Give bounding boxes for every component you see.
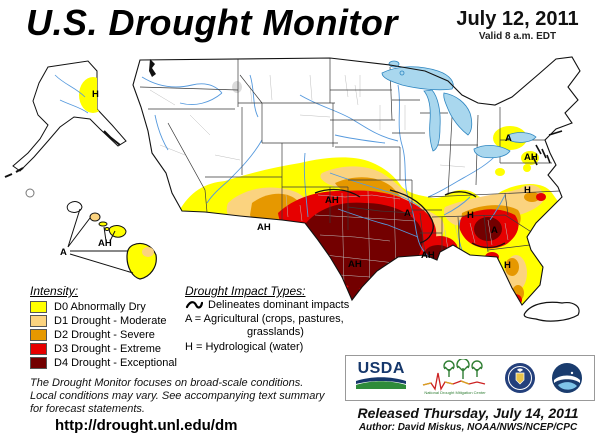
pacific-island <box>25 188 35 198</box>
legend-item-d0: D0 Abnormally Dry <box>30 300 146 313</box>
map-label-pa: A <box>505 133 512 144</box>
long-island <box>548 130 563 136</box>
legend-item-d2: D2 Drought - Severe <box>30 328 155 341</box>
ndmc-logo: National Drought Mitigation Center <box>422 359 486 395</box>
map-label-hi-a: A <box>60 247 67 258</box>
map-label-hi-ah: AH <box>98 238 112 249</box>
d1-swatch <box>30 314 47 327</box>
hawaii-inset <box>66 201 157 280</box>
legend-label-d0: D0 Abnormally Dry <box>54 300 146 313</box>
logo-box: USDA National Drought Mitigation Center <box>345 355 595 401</box>
impact-types-title: Drought Impact Types: <box>185 284 306 298</box>
map-label-la: AH <box>421 250 435 261</box>
d0-swatch <box>30 300 47 313</box>
alaska-inset <box>4 60 127 178</box>
us-drought-map: H A AH AH AH AH AH A H A H A AH H <box>4 56 581 322</box>
us-outline <box>132 56 581 306</box>
map-label-az: AH <box>257 222 271 233</box>
state-lines <box>139 58 561 256</box>
map-label-fl: H <box>504 260 511 271</box>
date-block: July 12, 2011 Valid 8 a.m. EDT <box>440 8 595 42</box>
usda-logo-text: USDA <box>357 360 405 377</box>
legend-item-d3: D3 Drought - Extreme <box>30 342 161 355</box>
legend-item-d1: D1 Drought - Moderate <box>30 314 167 327</box>
d2-florida-1 <box>505 258 519 276</box>
d4-georgia <box>474 217 502 241</box>
puerto-rico <box>523 301 580 322</box>
map-label-tx: AH <box>348 259 362 270</box>
released-date: Released Thursday, July 14, 2011 <box>357 405 579 421</box>
drought-url-link[interactable]: http://drought.unl.edu/dm <box>55 417 238 434</box>
chesapeake-detail <box>532 144 551 166</box>
impact-agricultural-line1: A = Agricultural (crops, pastures, <box>185 313 344 325</box>
usda-logo: USDA <box>356 360 407 394</box>
d4-swatch <box>30 356 47 369</box>
page-title: U.S. Drought Monitor <box>26 2 398 43</box>
d3-swatch <box>30 342 47 355</box>
map-label-ga: A <box>491 225 498 236</box>
d0-spot-de <box>523 164 531 172</box>
d3-florida-tip <box>508 294 522 305</box>
noaa-logo-icon <box>551 363 582 393</box>
legend-label-d3: D3 Drought - Extreme <box>54 342 161 355</box>
d2-nc <box>524 192 540 202</box>
map-label-ar: A <box>404 208 411 219</box>
commerce-seal-icon <box>505 363 536 393</box>
impact-delineation-lines <box>314 188 506 249</box>
d1-hawaii <box>142 247 154 257</box>
impact-hydrological-line: H = Hydrological (water) <box>185 341 304 353</box>
author-credit: Author: David Miskus, NOAA/NWS/NCEP/CPC <box>358 422 578 433</box>
d2-swatch <box>30 328 47 341</box>
squiggle-icon <box>185 301 203 309</box>
map-label-nc: H <box>524 185 531 196</box>
legend-label-d2: D2 Drought - Severe <box>54 328 155 341</box>
map-label-ok: AH <box>325 195 339 206</box>
d3-nc-coast <box>536 193 546 201</box>
disclaimer-line3: for forecast statements. <box>30 403 145 415</box>
map-label-ak: H <box>92 89 99 100</box>
legend-label-d4: D4 Drought - Exceptional <box>54 356 177 369</box>
impact-delineates-row: Delineates dominant impacts <box>185 299 349 311</box>
great-lakes <box>381 60 537 159</box>
map-label-md: AH <box>524 152 538 163</box>
usda-field-icon <box>356 377 407 389</box>
disclaimer-line1: The Drought Monitor focuses on broad-sca… <box>30 377 304 389</box>
map-label-ms: H <box>467 210 474 221</box>
map-date: July 12, 2011 <box>456 8 579 30</box>
legend-title: Intensity: <box>30 284 79 298</box>
disclaimer-line2: Local conditions may vary. See accompany… <box>30 390 325 402</box>
impact-delineates-label: Delineates dominant impacts <box>208 299 350 311</box>
gray-patch-idaho <box>232 81 242 93</box>
release-info: Released Thursday, July 14, 2011 Author:… <box>338 405 598 433</box>
legend-label-d1: D1 Drought - Moderate <box>54 314 167 327</box>
valid-time: Valid 8 a.m. EDT <box>478 31 557 42</box>
ndmc-logo-text: National Drought Mitigation Center <box>424 390 486 395</box>
puget-sound <box>149 59 156 77</box>
hawaii-leader-lines <box>67 208 134 274</box>
impact-agricultural-line2: grasslands) <box>247 326 304 338</box>
disclaimer-text: The Drought Monitor focuses on broad-sca… <box>30 377 324 416</box>
legend-item-d4: D4 Drought - Exceptional <box>30 356 177 369</box>
d0-spot-va <box>495 168 505 176</box>
